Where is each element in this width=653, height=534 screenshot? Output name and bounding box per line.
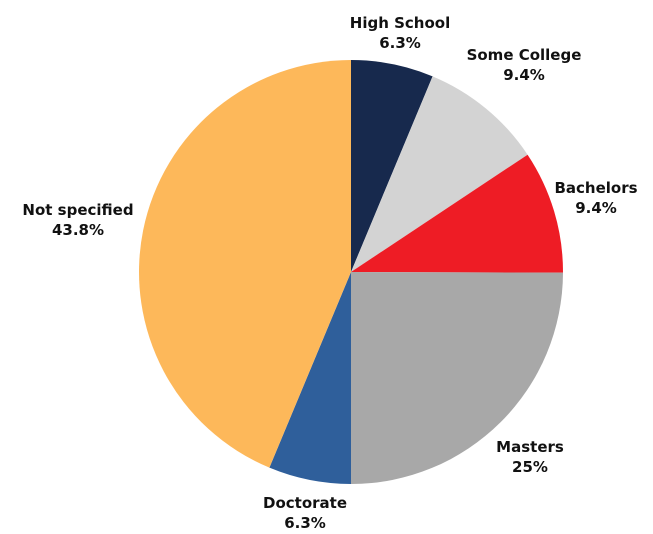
slice-label-bachelors: Bachelors — [554, 179, 637, 197]
pie-slices — [139, 60, 564, 484]
slice-label-not-specified: Not specified — [22, 201, 133, 219]
slice-label-high-school: High School — [350, 14, 450, 32]
slice-value-not-specified: 43.8% — [52, 221, 104, 239]
slice-value-some-college: 9.4% — [503, 66, 545, 84]
pie-slice-some-college — [351, 76, 528, 272]
slice-value-high-school: 6.3% — [379, 34, 421, 52]
slice-label-doctorate: Doctorate — [263, 494, 347, 512]
pie-slice-doctorate — [269, 272, 351, 484]
pie-slice-not-specified — [139, 60, 351, 468]
pie-slice-masters — [351, 272, 563, 484]
pie-slice-bachelors — [351, 154, 564, 273]
slice-label-some-college: Some College — [467, 46, 582, 64]
slice-value-doctorate: 6.3% — [284, 514, 326, 532]
pie-slice-high-school — [351, 60, 433, 272]
pie-labels: High School 6.3% Some College 9.4% Bachelors… — [22, 14, 637, 532]
slice-value-masters: 25% — [512, 458, 548, 476]
slice-value-bachelors: 9.4% — [575, 199, 617, 217]
slice-label-masters: Masters — [496, 438, 564, 456]
